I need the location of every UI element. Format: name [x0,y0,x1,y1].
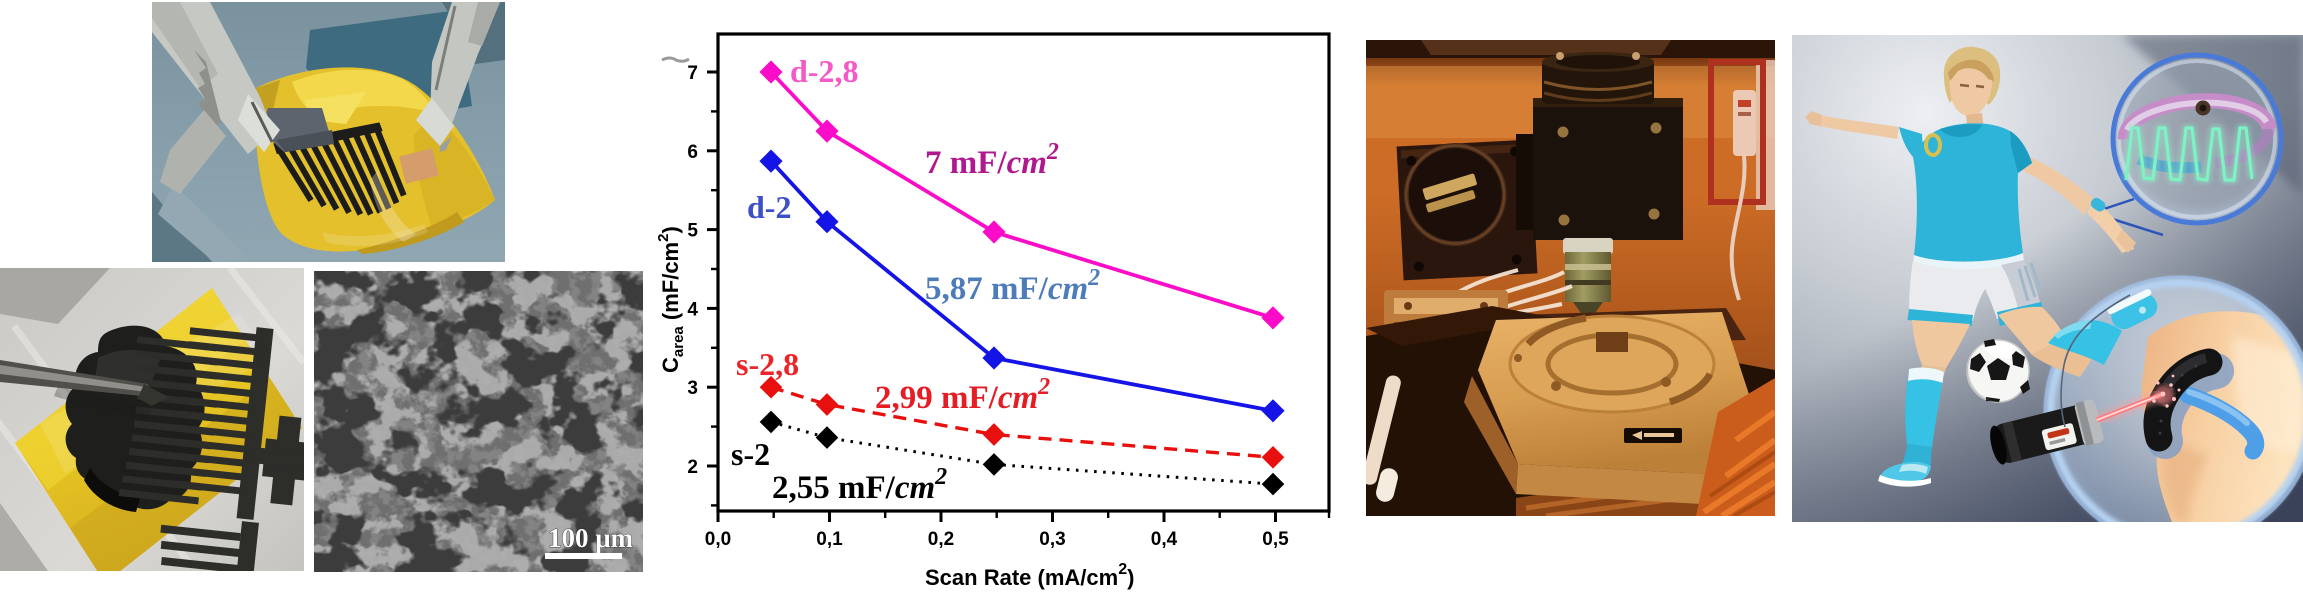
svg-text:Carea (mF/cm2): Carea (mF/cm2) [655,226,687,373]
svg-text:0,1: 0,1 [816,529,843,550]
svg-text:3: 3 [687,378,698,399]
svg-text:7 mF/cm2: 7 mF/cm2 [925,139,1059,181]
svg-text:s-2: s-2 [731,436,770,472]
svg-text:7: 7 [687,63,698,84]
svg-text:5: 5 [687,221,698,242]
svg-text:2: 2 [687,457,698,478]
svg-text:0,0: 0,0 [705,529,731,550]
svg-text:d-2: d-2 [747,189,791,225]
svg-text:0,2: 0,2 [928,529,954,550]
svg-text:100 μm: 100 μm [548,523,634,553]
svg-text:d-2,8: d-2,8 [790,53,858,89]
svg-text:6: 6 [687,142,698,163]
svg-text:0,3: 0,3 [1039,529,1065,550]
svg-text:Scan Rate (mA/cm2): Scan Rate (mA/cm2) [925,561,1134,590]
svg-text:2,55 mF/cm2: 2,55 mF/cm2 [772,464,947,506]
svg-text:s-2,8: s-2,8 [736,346,799,382]
svg-text:2,99 mF/cm2: 2,99 mF/cm2 [875,374,1050,416]
svg-text:0,5: 0,5 [1262,529,1289,550]
svg-text:0,4: 0,4 [1151,529,1178,550]
svg-text:5,87 mF/cm2: 5,87 mF/cm2 [925,265,1100,307]
svg-text:4: 4 [687,299,698,320]
